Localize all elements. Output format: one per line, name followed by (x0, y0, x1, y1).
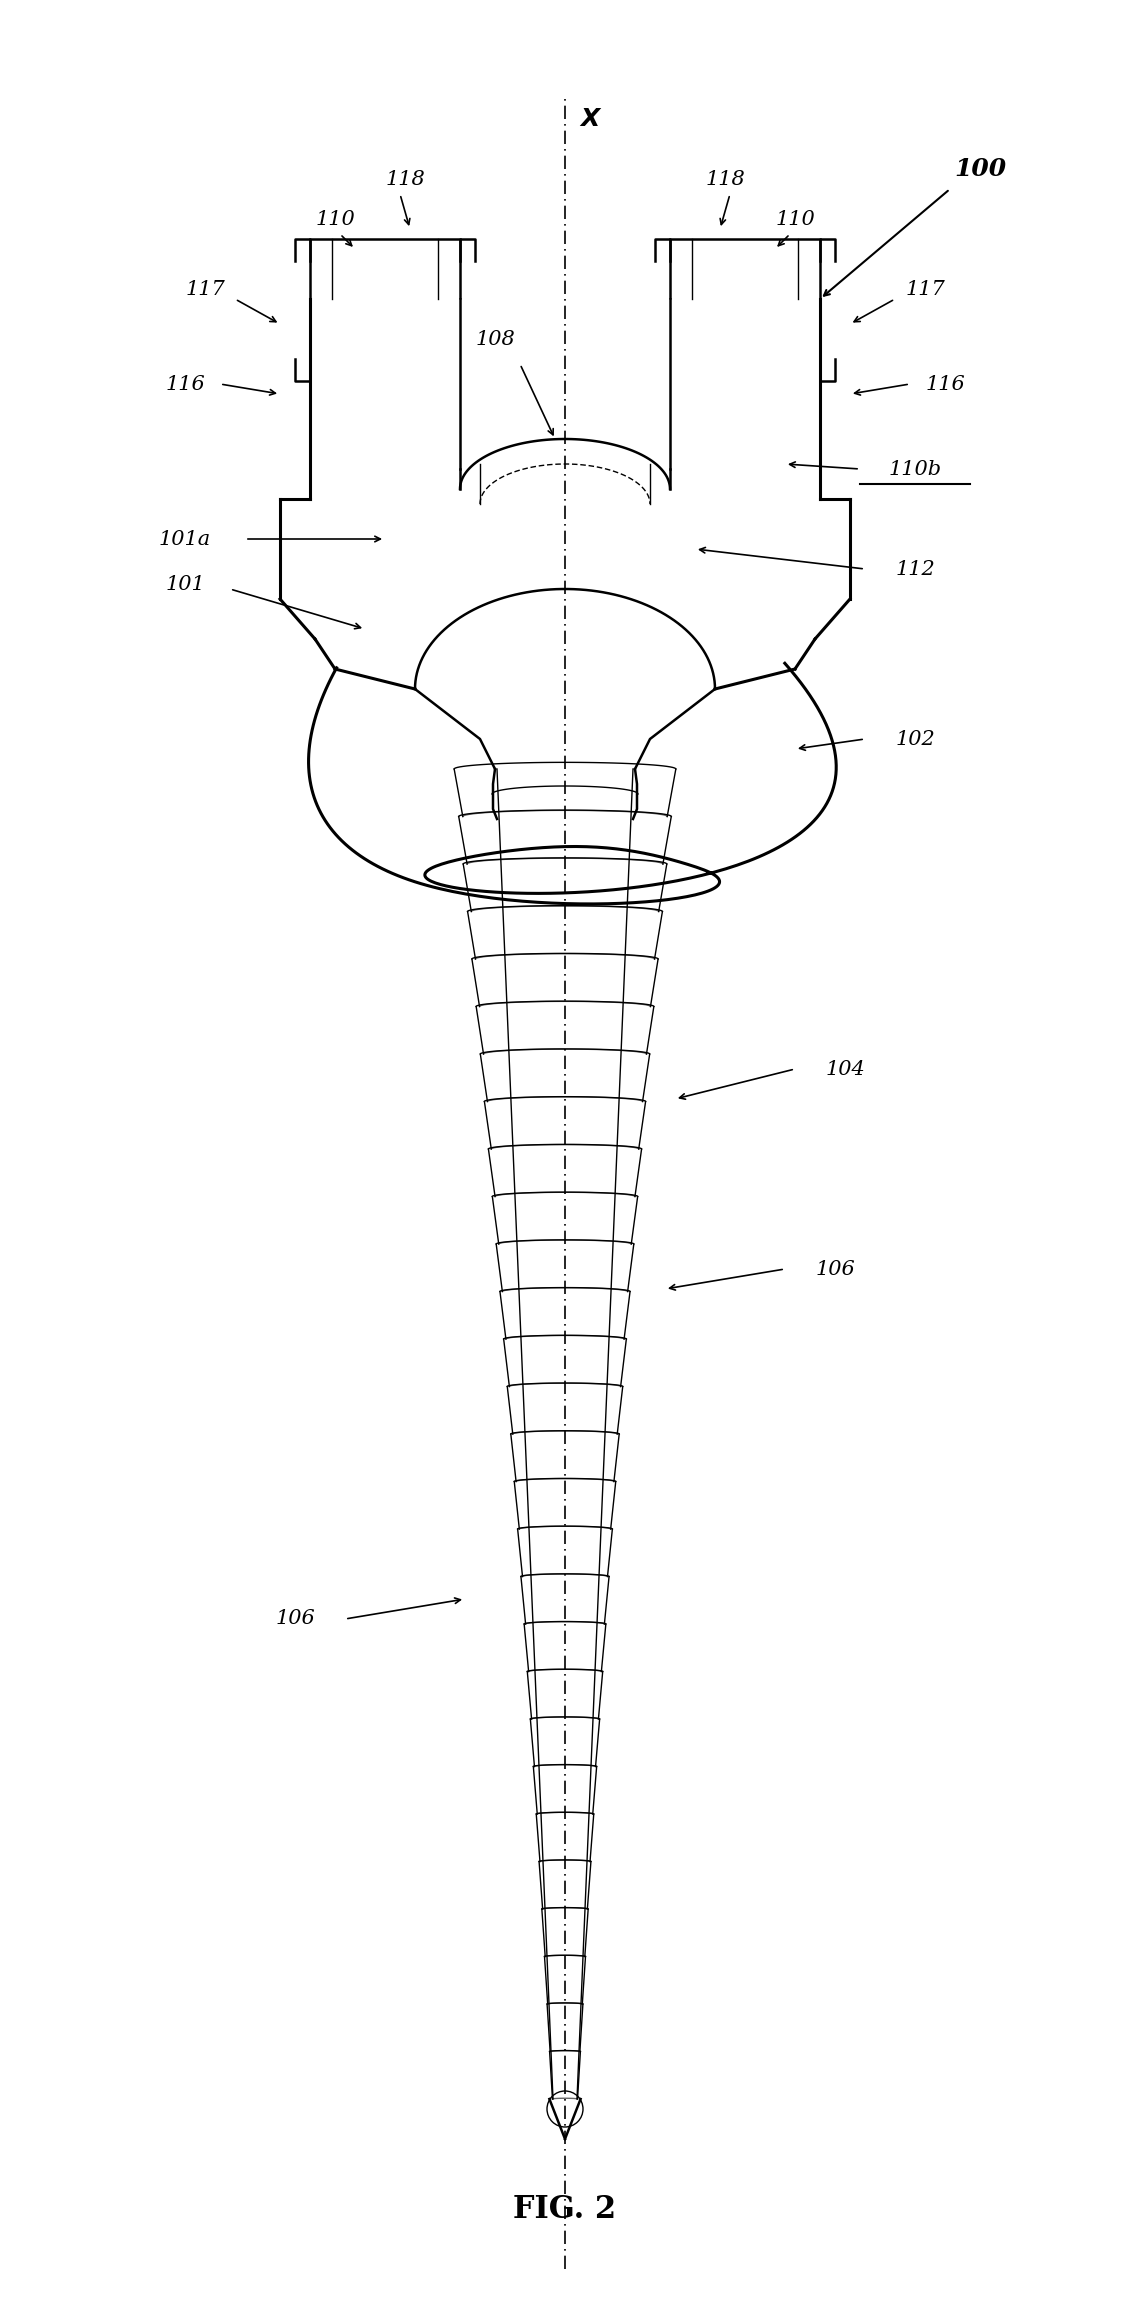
Text: 110b: 110b (889, 459, 942, 478)
Text: 118: 118 (705, 169, 745, 188)
Text: 106: 106 (275, 1609, 314, 1628)
Text: 101a: 101a (158, 529, 211, 550)
Text: 117: 117 (185, 281, 225, 299)
Text: 116: 116 (925, 373, 965, 394)
Text: 108: 108 (475, 329, 515, 348)
Text: 118: 118 (386, 169, 425, 188)
Text: 102: 102 (895, 730, 935, 749)
Text: 100: 100 (953, 158, 1007, 181)
Text: 101: 101 (165, 575, 205, 594)
Text: 117: 117 (905, 281, 944, 299)
Text: 110: 110 (775, 209, 814, 230)
Text: X: X (580, 107, 599, 130)
Text: 106: 106 (815, 1259, 855, 1278)
Text: 110: 110 (316, 209, 355, 230)
Text: 116: 116 (165, 373, 205, 394)
Text: 104: 104 (826, 1060, 865, 1078)
Text: FIG. 2: FIG. 2 (513, 2194, 616, 2224)
Text: 112: 112 (895, 559, 935, 577)
